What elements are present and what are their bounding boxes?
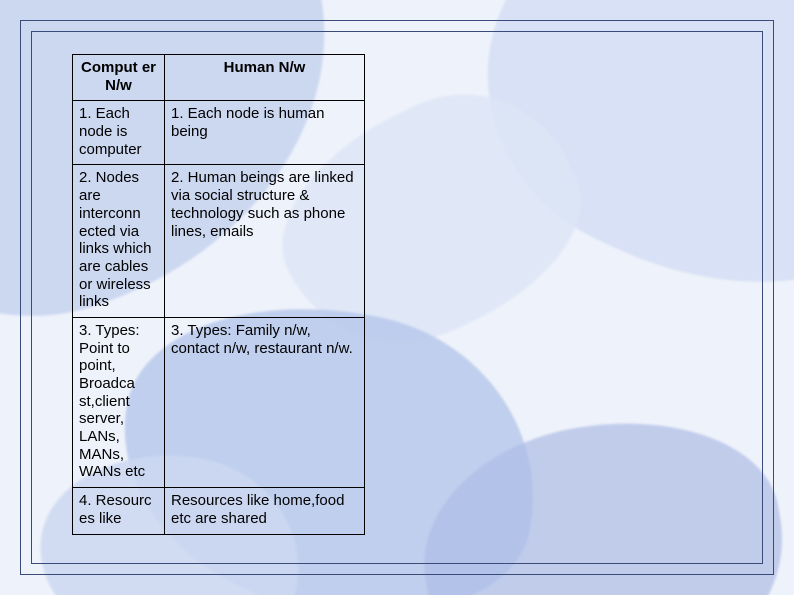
cell-computer: 1. Each node is computer [73, 101, 165, 165]
table-row: 1. Each node is computer 1. Each node is… [73, 101, 365, 165]
cell-human: 1. Each node is human being [165, 101, 365, 165]
comparison-table: Comput er N/w Human N/w 1. Each node is … [72, 54, 365, 535]
cell-computer: 2. Nodes are interconn ected via links w… [73, 165, 165, 318]
comparison-table-wrap: { "layout": { "slide_size_px": [794, 595… [72, 54, 364, 574]
cell-human: 3. Types: Family n/w, contact n/w, resta… [165, 317, 365, 487]
cell-human: Resources like home,food etc are shared [165, 488, 365, 534]
slide: { "layout": { "slide_size_px": [794, 595… [0, 0, 794, 595]
cell-human: 2. Human beings are linked via social st… [165, 165, 365, 318]
table-row: 4. Resourc es like Resources like home,f… [73, 488, 365, 534]
cell-computer: 3. Types: Point to point, Broadca st,cli… [73, 317, 165, 487]
table-row: 3. Types: Point to point, Broadca st,cli… [73, 317, 365, 487]
table-header-row: Comput er N/w Human N/w [73, 55, 365, 101]
col-header-human: Human N/w [165, 55, 365, 101]
table-row: 2. Nodes are interconn ected via links w… [73, 165, 365, 318]
col-header-computer: Comput er N/w [73, 55, 165, 101]
cell-computer: 4. Resourc es like [73, 488, 165, 534]
